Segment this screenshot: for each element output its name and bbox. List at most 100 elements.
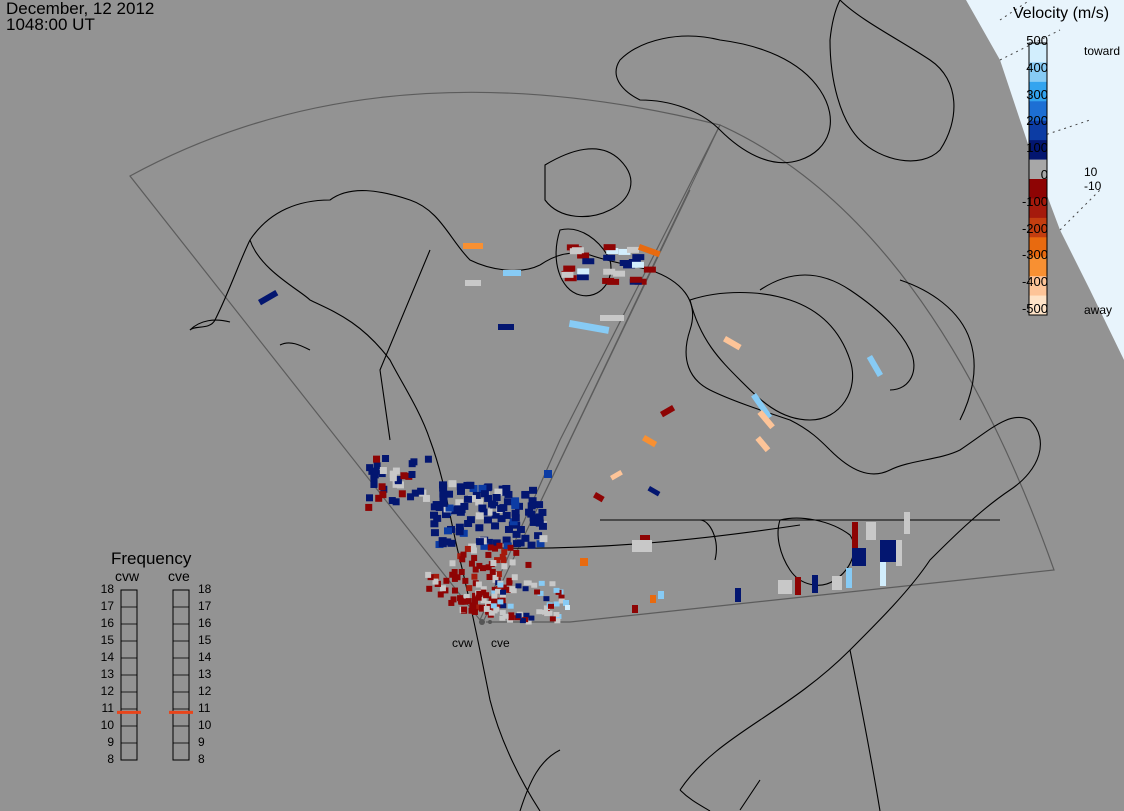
- velocity-cell: [527, 541, 536, 549]
- velocity-cell: [456, 483, 465, 491]
- velocity-cell: [547, 603, 554, 609]
- velocity-cell: [475, 538, 484, 546]
- velocity-cell: [632, 540, 652, 552]
- velocity-cell: [449, 571, 456, 578]
- colorbar-border: [1028, 42, 1048, 316]
- velocity-cell: [795, 577, 801, 595]
- velocity-cell: [379, 467, 387, 475]
- velocity-cell: [392, 498, 400, 506]
- velocity-cell: [388, 497, 396, 505]
- velocity-cell: [543, 605, 550, 611]
- velocity-cell: [491, 590, 498, 596]
- velocity-cell: [534, 518, 543, 526]
- velocity-cell: [443, 538, 452, 546]
- velocity-cell: [880, 540, 898, 562]
- velocity-cell: [441, 511, 450, 519]
- velocity-cell: [536, 609, 543, 615]
- velocity-cell: [466, 516, 475, 524]
- velocity-cell: [455, 523, 464, 531]
- velocity-cell: [459, 556, 466, 563]
- frequency-label: 9: [198, 735, 205, 749]
- colorbar-segment: [1029, 101, 1047, 122]
- velocity-cell: [461, 606, 468, 613]
- velocity-cell: [504, 525, 513, 533]
- frequency-label: 17: [198, 599, 212, 613]
- velocity-cell: [582, 258, 595, 265]
- velocity-cell: [485, 551, 492, 558]
- velocity-cell: [637, 244, 661, 258]
- frequency-bars: [117, 589, 193, 761]
- velocity-cell: [647, 486, 661, 497]
- velocity-cell: [460, 551, 467, 558]
- velocity-cell: [408, 470, 416, 478]
- velocity-cell: [493, 606, 500, 612]
- frequency-label: 18: [100, 582, 114, 596]
- velocity-cell: [411, 489, 419, 497]
- velocity-cell: [618, 248, 631, 255]
- velocity-cell: [525, 619, 532, 625]
- colorbar-segment: [1029, 179, 1047, 199]
- velocity-cell: [519, 618, 526, 624]
- velocity-cell: [368, 467, 376, 475]
- velocity-cell: [523, 580, 530, 586]
- velocity-cell: [372, 467, 380, 475]
- velocity-cell: [501, 549, 508, 556]
- velocity-cell: [439, 484, 448, 492]
- frequency-label: 12: [198, 684, 212, 698]
- frequency-label: 18: [198, 582, 212, 596]
- velocity-cell: [852, 522, 858, 548]
- frequency-label: 15: [100, 633, 114, 647]
- velocity-cell: [476, 562, 483, 569]
- velocity-cell: [494, 557, 501, 564]
- velocity-cell: [565, 605, 570, 610]
- velocity-tick-label: 500: [1026, 33, 1048, 48]
- velocity-cell: [483, 592, 490, 599]
- velocity-cell: [478, 484, 487, 492]
- velocity-cell: [394, 477, 402, 485]
- velocity-cell: [499, 504, 508, 512]
- velocity-cell: [534, 589, 541, 595]
- site-label-cve: cve: [491, 636, 510, 650]
- velocity-cell: [521, 491, 530, 499]
- velocity-cell: [536, 540, 545, 548]
- velocity-cell: [577, 252, 590, 259]
- velocity-cell: [650, 595, 656, 603]
- velocity-cell: [513, 549, 520, 556]
- frequency-label: 13: [198, 667, 212, 681]
- velocity-cell: [516, 526, 525, 534]
- frequency-label: 11: [198, 701, 211, 715]
- velocity-tick-label: 100: [1026, 140, 1048, 156]
- velocity-cell: [603, 268, 616, 275]
- colorbar-segment: [1029, 81, 1047, 102]
- velocity-cell: [488, 609, 495, 616]
- radar-name-cve: cve: [168, 568, 190, 584]
- velocity-cell: [544, 470, 552, 478]
- velocity-cell: [528, 615, 535, 621]
- velocity-cell: [497, 515, 506, 523]
- velocity-cell: [464, 520, 473, 528]
- velocity-cell: [626, 246, 639, 253]
- velocity-cell: [509, 518, 518, 526]
- time-label: 1048:00 UT: [6, 15, 95, 34]
- velocity-cell: [366, 464, 374, 472]
- velocity-cell: [258, 290, 279, 306]
- velocity-cell: [904, 512, 910, 534]
- velocity-cell: [499, 553, 506, 560]
- velocity-cell: [487, 544, 494, 551]
- velocity-cell: [491, 511, 500, 519]
- velocity-cell: [483, 484, 492, 492]
- velocity-cell: [495, 571, 502, 578]
- velocity-cell: [549, 616, 556, 622]
- velocity-cell: [511, 497, 520, 505]
- toward-label: toward: [1084, 44, 1121, 58]
- colorbar-segment: [1029, 295, 1047, 316]
- velocity-cell: [553, 612, 560, 618]
- velocity-cell: [531, 582, 538, 588]
- velocity-cell: [443, 577, 450, 584]
- velocity-cell: [472, 491, 481, 499]
- colorbar-segment: [1029, 140, 1047, 161]
- velocity-cell: [479, 565, 486, 572]
- velocity-cell: [445, 490, 454, 498]
- velocity-cell: [537, 590, 544, 596]
